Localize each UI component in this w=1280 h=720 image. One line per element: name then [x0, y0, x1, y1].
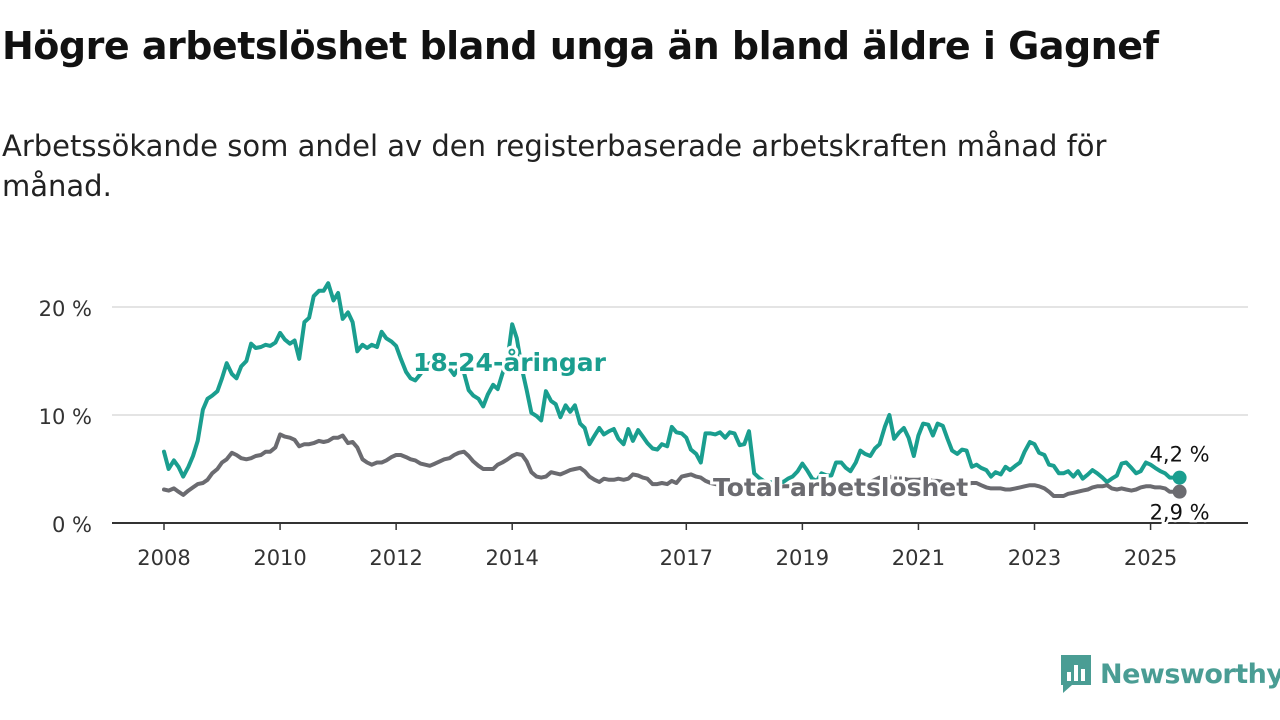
y-tick-label: 0 %: [52, 513, 92, 537]
x-tick-label: 2025: [1124, 546, 1177, 570]
newsworthy-logo-icon: [1061, 655, 1091, 693]
x-tick-label: 2021: [892, 546, 945, 570]
series-label-total: Total arbetslöshet: [713, 473, 968, 502]
series-line-0: [162, 281, 1182, 485]
end-value-label-total: 2,9 %: [1150, 501, 1210, 525]
end-value-label-youth: 4,2 %: [1150, 443, 1210, 467]
series-line-1: [162, 432, 1182, 498]
newsworthy-brand[interactable]: Newsworthy: [1058, 652, 1280, 696]
chart-subtitle: Arbetssökande som andel av den registerb…: [2, 129, 1107, 203]
x-tick-label: 2008: [137, 546, 190, 570]
x-tick-label: 2023: [1008, 546, 1061, 570]
series-end-dot-0: [1172, 470, 1187, 485]
x-tick-label: 2019: [776, 546, 829, 570]
brand-name: Newsworthy: [1100, 658, 1280, 690]
y-tick-label: 20 %: [39, 297, 92, 321]
x-tick-label: 2014: [485, 546, 538, 570]
y-tick-label: 10 %: [39, 405, 92, 429]
chart-title: Högre arbetslöshet bland unga än bland ä…: [2, 24, 1159, 68]
x-tick-label: 2017: [660, 546, 713, 570]
x-tick-label: 2012: [369, 546, 422, 570]
x-tick-label: 2010: [253, 546, 306, 570]
series-end-dot-1: [1172, 484, 1187, 499]
series-label-youth: 18-24-åringar: [413, 348, 607, 377]
